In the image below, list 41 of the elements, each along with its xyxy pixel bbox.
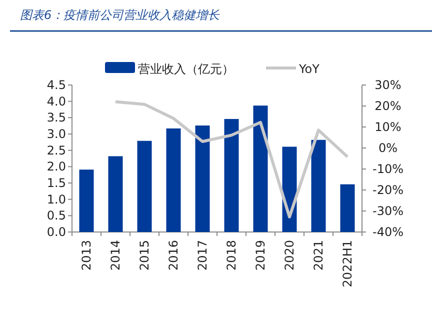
y2-tick-label: 10%: [374, 120, 402, 134]
y2-tick-label: -10%: [372, 162, 404, 176]
bar: [79, 170, 94, 232]
bar: [253, 106, 268, 232]
y2-tick-label: -20%: [372, 183, 404, 197]
y-tick-label: 2.0: [46, 160, 66, 174]
legend-label: 营业收入（亿元）: [138, 62, 234, 76]
x-tick-label: 2014: [108, 240, 122, 271]
bar: [108, 156, 123, 232]
y2-tick-label: -40%: [372, 225, 404, 239]
x-tick-label: 2016: [166, 240, 180, 271]
bar: [224, 118, 239, 232]
y2-tick-label: 0%: [378, 141, 398, 155]
bar: [311, 140, 326, 232]
x-tick-label: 2021: [312, 240, 326, 271]
y2-tick-label: 20%: [374, 99, 402, 113]
x-tick-label: 2020: [282, 240, 296, 271]
y-tick-label: 0.0: [46, 225, 66, 239]
y-tick-label: 4.0: [46, 94, 66, 108]
y2-tick-label: -30%: [372, 204, 404, 218]
bar: [166, 128, 181, 232]
y-tick-label: 1.0: [46, 192, 66, 206]
x-tick-label: 2022H1: [340, 240, 354, 288]
x-tick-label: 2015: [138, 240, 152, 271]
x-tick-label: 2019: [254, 240, 268, 271]
x-tick-label: 2013: [80, 240, 94, 271]
bar: [137, 140, 152, 232]
y-tick-label: 3.5: [46, 110, 66, 125]
x-tick-label: 2017: [196, 240, 210, 271]
bar: [195, 126, 210, 232]
x-tick-label: 2018: [224, 240, 238, 271]
y-tick-label: 3.0: [46, 127, 66, 141]
y-tick-label: 2.5: [46, 143, 66, 158]
chart-title: 图表6：疫情前公司营业收入稳健增长: [20, 8, 221, 22]
y-tick-label: 1.5: [46, 176, 66, 190]
bar: [340, 184, 355, 232]
y2-tick-label: 30%: [374, 78, 402, 92]
line-series: [114, 100, 349, 218]
y-tick-label: 0.5: [46, 208, 66, 223]
legend-label: YoY: [298, 62, 320, 76]
y-tick-label: 4.5: [46, 78, 66, 92]
